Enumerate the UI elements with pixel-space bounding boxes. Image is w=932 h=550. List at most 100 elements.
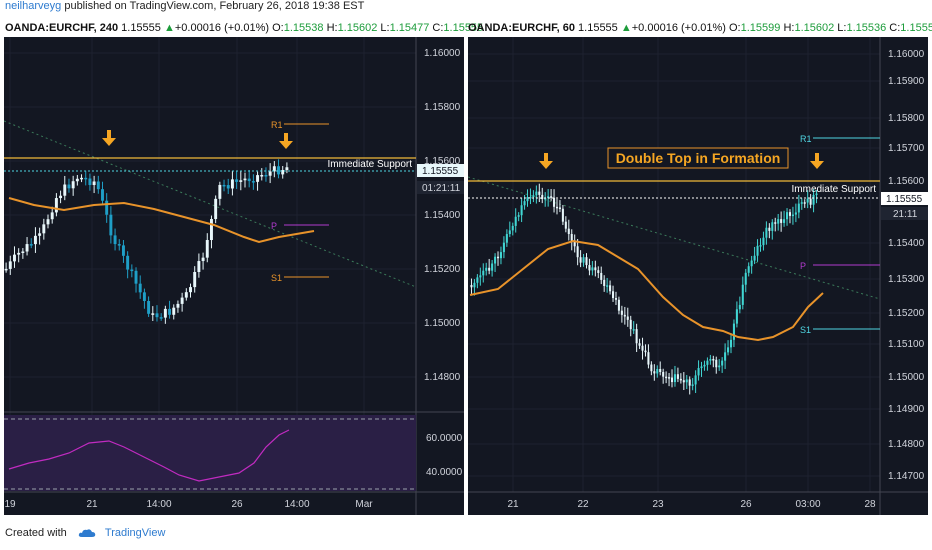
candle-body — [603, 279, 606, 286]
left-chart-panel[interactable]: R1 P S1 Immediate Support 1.16000 1.15800… — [3, 37, 464, 515]
candle-body — [803, 202, 806, 204]
candle-body — [794, 212, 797, 215]
right-symbol-bar: OANDA:EURCHF, 60 1.15555 ▲+0.00016 (+0.0… — [468, 22, 932, 34]
time-tick: 21 — [507, 499, 519, 510]
candle-body — [765, 227, 768, 238]
candle-body — [113, 235, 117, 245]
candle-body — [668, 377, 671, 379]
candle-body — [482, 270, 485, 276]
candle-body — [688, 379, 691, 386]
price-badge — [417, 164, 464, 177]
candle-body — [676, 374, 679, 379]
candle-body — [159, 317, 163, 319]
candle-body — [555, 206, 559, 209]
pivot-label: P — [800, 261, 806, 271]
candle-body — [491, 263, 494, 271]
r1-label: R1 — [271, 120, 283, 130]
candle-body — [670, 377, 674, 383]
candle-body — [239, 180, 243, 182]
right-chart-panel[interactable]: R1 P S1 Double Top in Formation Immediat… — [467, 37, 928, 515]
candle-body — [168, 308, 172, 315]
publish-header: neilharveyg published on TradingView.com… — [5, 0, 364, 13]
left-last-price: 1.15555 — [121, 22, 161, 34]
candle-body — [721, 360, 724, 366]
price-tick: 1.15600 — [424, 156, 461, 167]
candle-body — [588, 265, 591, 271]
candle-body — [715, 359, 718, 368]
candle-body — [738, 304, 741, 310]
left-symbol-bar: OANDA:EURCHF, 240 1.15555 ▲+0.00016 (+0.… — [5, 22, 483, 34]
candle-body — [80, 177, 84, 180]
time-tick: 14:00 — [284, 499, 309, 510]
candle-body — [756, 245, 759, 256]
right-open-label: O: — [729, 22, 741, 34]
candle-body — [741, 284, 744, 305]
candle-body — [184, 292, 188, 298]
candle-body — [606, 285, 609, 287]
left-chart-svg[interactable]: R1 P S1 Immediate Support 1.16000 1.15800… — [3, 37, 464, 515]
candle-body — [67, 184, 71, 189]
candle-body — [629, 319, 632, 330]
candle-body — [762, 237, 765, 246]
price-badge — [881, 192, 928, 205]
candle-body — [786, 212, 789, 220]
time-tick: 23 — [652, 499, 664, 510]
candle-body — [230, 179, 234, 189]
candle-body — [201, 257, 205, 262]
price-tick: 1.14800 — [424, 372, 461, 383]
candle-body — [63, 184, 67, 196]
price-tick: 1.15000 — [888, 372, 925, 383]
up-triangle-icon: ▲ — [620, 22, 632, 34]
tradingview-brand-link[interactable]: TradingView — [104, 527, 166, 539]
candle-body — [535, 191, 538, 196]
candle-body — [285, 167, 289, 171]
author-link[interactable]: neilharveyg — [5, 0, 62, 12]
candle-body — [561, 208, 564, 222]
candle-body — [635, 329, 638, 344]
candle-body — [806, 198, 809, 203]
candle-body — [697, 368, 700, 376]
candle-body — [529, 196, 532, 199]
left-low-label: L: — [380, 22, 390, 34]
candle-body — [797, 203, 800, 213]
down-arrow-icon — [279, 133, 293, 149]
price-tick: 1.15900 — [888, 76, 925, 87]
candle-body — [176, 303, 180, 308]
candle-body — [130, 269, 134, 272]
price-tick: 1.15700 — [888, 143, 925, 154]
candle-body — [783, 219, 786, 223]
candle-body — [656, 368, 659, 374]
right-last-price: 1.15555 — [578, 22, 618, 34]
s1-label: S1 — [271, 273, 282, 283]
candle-body — [547, 196, 550, 199]
candle-body — [205, 240, 209, 258]
candle-body — [134, 270, 138, 284]
price-tick: 1.16000 — [424, 48, 461, 59]
candle-body — [197, 261, 201, 272]
s1-label: S1 — [800, 325, 811, 335]
moving-average-line — [469, 239, 824, 342]
candle-body — [706, 360, 709, 365]
candle-body — [505, 234, 508, 243]
price-badge-text: 1.15555 — [886, 194, 923, 205]
left-change: +0.00016 (+0.01%) — [174, 22, 270, 34]
candle-body — [75, 178, 79, 182]
candle-body — [774, 222, 777, 224]
candle-body — [632, 329, 635, 331]
candle-body — [180, 297, 184, 304]
price-tick: 1.15000 — [424, 318, 461, 329]
countdown-text: 21:11 — [893, 209, 918, 220]
candle-body — [109, 214, 113, 236]
candle-body — [272, 166, 276, 172]
right-chart-svg[interactable]: R1 P S1 Double Top in Formation Immediat… — [467, 37, 928, 515]
price-tick: 1.15100 — [888, 339, 925, 350]
candle-body — [541, 194, 544, 199]
created-with-text: Created with — [5, 527, 67, 539]
price-tick: 1.14800 — [888, 439, 925, 450]
candle-body — [623, 314, 626, 317]
candle-body — [502, 242, 505, 253]
candle-body — [553, 197, 556, 207]
candle-body — [84, 177, 88, 180]
time-tick: 26 — [740, 499, 752, 510]
left-close-label: C: — [432, 22, 444, 34]
